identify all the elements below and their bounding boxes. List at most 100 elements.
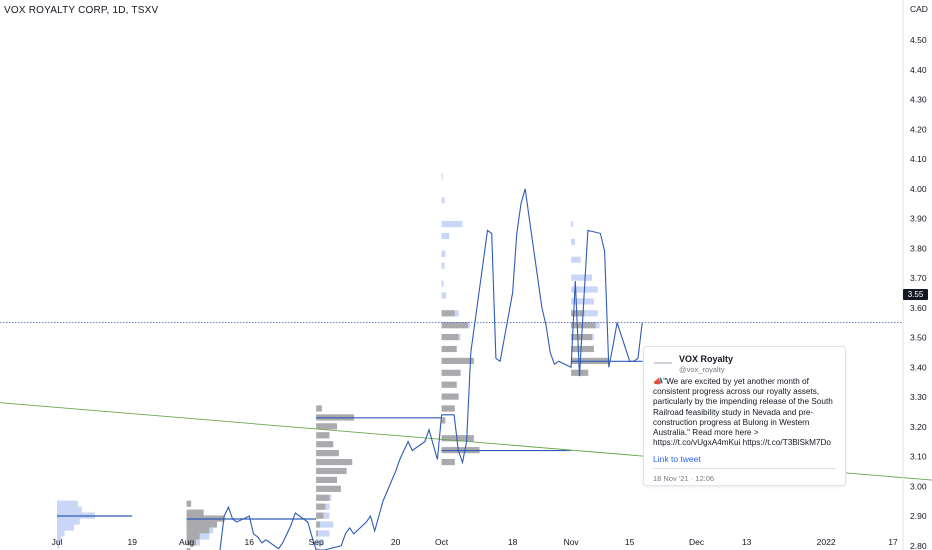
tweet-divider: [653, 468, 836, 469]
profile-bar-up: [571, 220, 574, 228]
y-tick-label: 4.20: [910, 124, 927, 134]
profile-bar-up: [57, 536, 61, 543]
profile-bar-up: [199, 533, 210, 540]
profile-bar-down: [316, 458, 353, 466]
y-tick-label: 3.20: [910, 422, 927, 432]
price-line: [219, 188, 643, 550]
tweet-text: 📣"We are excited by yet another month of…: [653, 377, 836, 448]
price-axis: 4.50 4.40 4.30 4.20 4.10 4.00 3.90 3.80 3.70 3.60…: [902, 0, 927, 550]
profile-bar-up: [57, 524, 75, 531]
x-tick-label: Nov: [564, 537, 580, 547]
tweet-link[interactable]: Link to tweet: [653, 454, 701, 464]
profile-bar-down: [441, 458, 455, 466]
volume-profiles: [57, 173, 610, 550]
y-tick-label: 3.30: [910, 392, 927, 402]
tweet-author-handle: @vox_royalty: [679, 365, 725, 374]
profile-bar-up: [441, 280, 444, 287]
profile-bar-up: [57, 506, 82, 513]
profile-bar-up: [571, 256, 581, 263]
profile-bar-down: [571, 345, 594, 353]
profile-bar-down: [441, 435, 474, 442]
profile-bar-down: [316, 503, 326, 510]
x-tick-label: 18: [508, 537, 518, 547]
x-tick-label: 16: [245, 537, 255, 547]
y-tick-label: 4.40: [910, 65, 927, 75]
profile-bar-down: [441, 393, 459, 400]
x-tick-label: Sep: [309, 537, 324, 547]
profile-bar-up: [319, 521, 334, 528]
y-tick-label: 4.10: [910, 154, 927, 164]
time-axis: Jul 19 Aug 16 Sep 20 Oct 18 Nov 15 Dec 13 2022 17: [52, 537, 898, 547]
y-tick-label: 3.70: [910, 273, 927, 283]
profile-bar-down: [441, 357, 474, 364]
x-tick-label: Dec: [689, 537, 705, 547]
profile-bar-down: [316, 521, 320, 528]
profile-bar-down: [316, 485, 341, 492]
y-tick-label: 3.50: [910, 333, 927, 343]
profile-bar-down: [186, 539, 197, 546]
profile-bar-up: [316, 539, 324, 546]
tweet-author-name: VOX Royalty: [679, 354, 734, 364]
y-tick-label: 3.10: [910, 452, 927, 462]
profile-bar-down: [316, 450, 339, 457]
profile-bar-up: [441, 232, 450, 240]
y-tick-label: 3.80: [910, 243, 927, 253]
profile-bar-down: [186, 500, 192, 507]
profile-bar-down: [316, 423, 338, 430]
profile-bar-down: [571, 310, 585, 317]
profile-bar-down: [186, 527, 210, 534]
profile-bar-down: [186, 509, 204, 516]
poc-lines: [57, 360, 643, 520]
y-tick-label: 2.90: [910, 511, 927, 521]
y-tick-label: 4.00: [910, 184, 927, 194]
profile-bar-down: [316, 405, 322, 412]
profile-bar-down: [186, 533, 200, 540]
profile-bar-up: [57, 518, 80, 525]
tweet-avatar: [654, 357, 676, 369]
profile-bar-down: [316, 512, 324, 519]
profile-bar-down: [441, 381, 457, 388]
profile-bar-down: [186, 521, 217, 528]
x-tick-label: 13: [742, 537, 752, 547]
currency-label: CAD: [910, 4, 928, 14]
profile-bar-up: [57, 530, 65, 537]
profile-bar-up: [454, 310, 459, 317]
x-tick-label: 2022: [817, 537, 836, 547]
profile-bar-down: [441, 322, 469, 329]
profile-bar-up: [441, 197, 445, 204]
profile-bar-up: [441, 292, 447, 299]
profile-bar-up: [329, 494, 332, 501]
profile-bar-up: [441, 173, 443, 180]
x-tick-label: 19: [128, 537, 138, 547]
profile-bar-down: [441, 417, 446, 424]
profile-bar-up: [323, 512, 330, 519]
profile-bar-down: [316, 441, 334, 448]
profile-bar-up: [468, 322, 471, 329]
y-tick-label: 3.00: [910, 481, 927, 491]
profile-bar-down: [316, 530, 319, 537]
y-tick-label: 3.60: [910, 303, 927, 313]
profile-bar-up: [595, 322, 600, 329]
x-tick-label: 15: [625, 537, 635, 547]
profile-bar-down: [316, 494, 330, 501]
profile-bar-up: [441, 262, 445, 269]
profile-bar-up: [571, 298, 594, 305]
profile-bar-up: [458, 334, 461, 341]
y-tick-label: 3.90: [910, 214, 927, 224]
x-tick-label: Aug: [179, 537, 194, 547]
profile-bar-up: [57, 542, 59, 549]
profile-bar-down: [571, 322, 596, 329]
profile-bar-up: [196, 539, 200, 546]
y-tick-label: 4.30: [910, 95, 927, 105]
x-tick-label: Oct: [435, 537, 449, 547]
profile-bar-down: [316, 476, 338, 483]
profile-bar-up: [592, 334, 594, 341]
profile-bar-up: [325, 503, 330, 510]
profile-bar-up: [209, 527, 214, 534]
profile-bar-down: [441, 310, 455, 317]
profile-bar-up: [584, 310, 598, 317]
profile-bar-up: [57, 500, 78, 507]
tweet-card: VOX Royalty @vox_royalty 📣"We are excite…: [643, 346, 846, 486]
profile-bar-down: [186, 548, 191, 550]
